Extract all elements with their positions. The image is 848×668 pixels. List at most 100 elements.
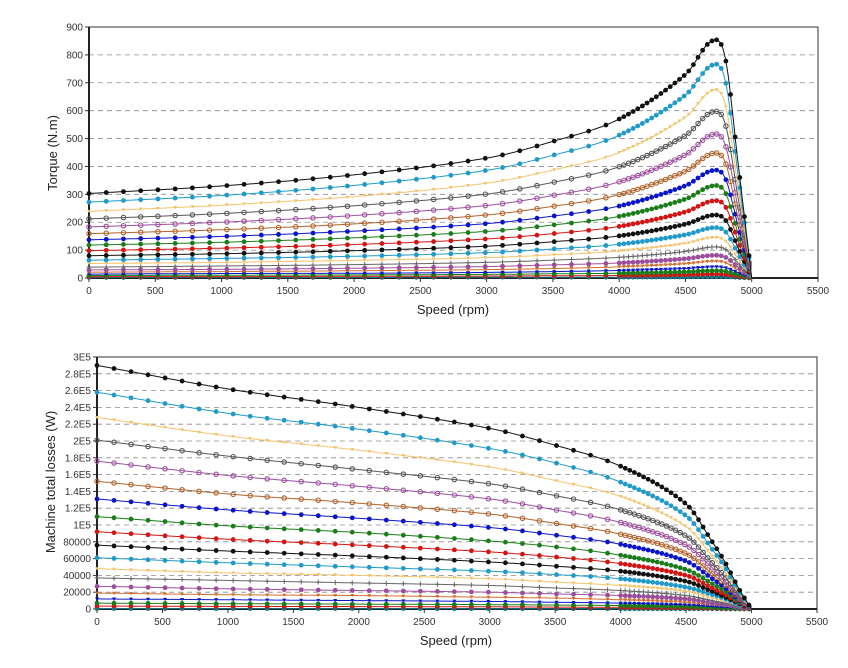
data-point: [535, 270, 540, 274]
data-point: [534, 247, 540, 253]
data-point: [466, 184, 471, 188]
data-point: [695, 203, 701, 209]
data-point: [681, 269, 687, 275]
data-point: [704, 169, 710, 175]
data-point: [500, 242, 505, 248]
data-point: [482, 243, 488, 249]
data-point: [517, 226, 523, 232]
data-point: [631, 145, 636, 149]
data-point: [723, 161, 729, 167]
data-point: [691, 107, 696, 112]
data-point: [517, 254, 522, 259]
data-point: [588, 566, 593, 571]
data-point: [626, 248, 631, 252]
data-point: [517, 217, 523, 223]
data-point: [431, 272, 437, 278]
data-point: [344, 213, 351, 219]
data-point: [625, 160, 632, 167]
data-point: [366, 516, 372, 522]
data-point: [682, 603, 687, 607]
data-point: [585, 198, 592, 204]
data-point: [686, 535, 693, 541]
data-point: [621, 130, 627, 136]
data-point: [627, 498, 632, 502]
data-point: [517, 148, 523, 154]
data-point: [520, 561, 525, 567]
data-point: [520, 600, 525, 604]
data-point: [155, 264, 161, 270]
series-5: [94, 458, 752, 610]
data-point: [482, 212, 489, 218]
data-point: [264, 578, 270, 584]
data-point: [379, 200, 385, 207]
data-point: [630, 109, 636, 114]
data-point: [691, 601, 696, 605]
data-point: [673, 570, 679, 576]
data-point: [264, 415, 270, 421]
data-point: [241, 218, 247, 224]
data-point: [241, 255, 247, 261]
data-point: [451, 536, 457, 541]
data-point: [499, 200, 506, 207]
data-point: [695, 141, 701, 148]
data-point: [247, 413, 253, 419]
data-point: [691, 255, 696, 261]
data-point: [172, 186, 178, 192]
data-point: [310, 254, 316, 260]
data-point: [179, 503, 185, 509]
data-point: [259, 201, 264, 205]
data-point: [275, 216, 282, 223]
data-point: [673, 555, 679, 560]
data-point: [112, 567, 117, 572]
data-point: [537, 438, 542, 444]
series-4: [86, 108, 753, 279]
data-point: [553, 507, 560, 513]
data-point: [621, 202, 627, 208]
data-point: [196, 450, 202, 456]
data-point: [162, 466, 168, 472]
data-point: [709, 588, 715, 594]
data-point: [224, 251, 230, 257]
data-point: [554, 460, 559, 466]
data-point: [733, 165, 738, 169]
data-point: [162, 558, 168, 563]
data-point: [196, 505, 202, 511]
data-point: [310, 223, 316, 229]
data-point: [327, 229, 333, 235]
data-point: [658, 130, 663, 135]
data-point: [631, 577, 637, 583]
data-point: [95, 591, 99, 595]
data-point: [690, 146, 697, 152]
data-point: [695, 217, 701, 223]
data-point: [723, 239, 728, 244]
data-point: [327, 266, 333, 271]
data-point: [112, 597, 117, 601]
data-point: [672, 262, 677, 267]
data-point: [264, 392, 270, 398]
data-point: [682, 578, 688, 584]
data-point: [632, 598, 637, 602]
data-point: [605, 575, 610, 581]
data-point: [207, 193, 213, 199]
data-point: [700, 215, 706, 221]
data-point: [728, 270, 733, 275]
data-point: [625, 176, 632, 182]
data-point: [644, 207, 650, 213]
data-point: [332, 587, 338, 593]
data-point: [466, 268, 471, 272]
data-point: [672, 234, 678, 239]
data-point: [465, 204, 471, 211]
data-point: [691, 206, 696, 212]
data-point: [682, 584, 688, 590]
data-point: [627, 584, 632, 588]
data-point: [714, 605, 719, 609]
data-point: [686, 166, 692, 173]
data-point: [264, 561, 270, 567]
data-point: [700, 589, 706, 595]
data-point: [677, 539, 683, 546]
data-point: [737, 254, 743, 260]
x-tick-label: 5500: [807, 286, 830, 297]
y-tick-label: 100: [66, 246, 83, 257]
data-point: [344, 262, 350, 268]
data-point: [714, 271, 720, 277]
